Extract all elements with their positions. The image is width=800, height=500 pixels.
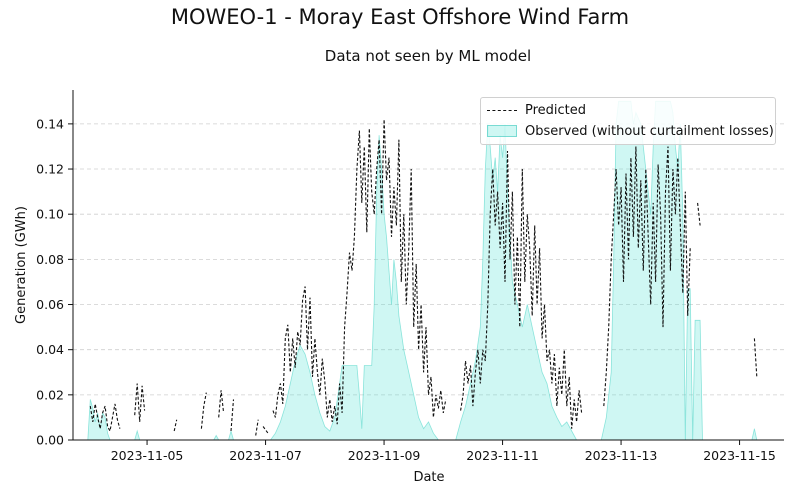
legend-label-predicted: Predicted bbox=[525, 102, 587, 118]
x-tick-label: 2023-11-07 bbox=[229, 448, 302, 463]
chart-title: MOWEO-1 - Moray East Offshore Wind Farm bbox=[170, 5, 630, 29]
predicted-line bbox=[753, 338, 758, 377]
legend-swatch-observed bbox=[487, 125, 517, 137]
observed-area bbox=[87, 399, 111, 441]
observed-area bbox=[751, 428, 758, 441]
x-tick-label: 2023-11-15 bbox=[703, 448, 776, 463]
y-tick-label: 0.12 bbox=[36, 162, 64, 177]
chart-subtitle: Data not seen by ML model bbox=[324, 47, 532, 65]
legend-swatch-predicted bbox=[487, 109, 517, 111]
observed-series bbox=[87, 100, 758, 441]
y-tick-label: 0.04 bbox=[36, 342, 64, 357]
observed-area bbox=[134, 429, 141, 441]
observed-area bbox=[227, 429, 235, 441]
predicted-line bbox=[230, 399, 235, 432]
observed-area bbox=[269, 135, 440, 441]
predicted-line bbox=[603, 146, 691, 407]
y-ticks: 0.00 0.02 0.04 0.06 0.08 0.10 0.12 0.14 bbox=[36, 116, 73, 448]
predicted-line bbox=[173, 419, 178, 432]
x-ticks: 2023-11-05 2023-11-07 2023-11-09 2023-11-11… bbox=[111, 440, 776, 463]
legend-item-predicted: Predicted bbox=[487, 101, 586, 119]
y-tick-label: 0.02 bbox=[36, 387, 64, 402]
y-tick-label: 0.08 bbox=[36, 252, 64, 267]
y-tick-label: 0.14 bbox=[36, 116, 64, 131]
predicted-line bbox=[272, 119, 447, 425]
predicted-line bbox=[200, 392, 207, 429]
legend: Predicted Observed (without curtailment … bbox=[480, 97, 776, 145]
y-tick-label: 0.06 bbox=[36, 297, 64, 312]
predicted-line bbox=[460, 150, 583, 429]
observed-area bbox=[455, 123, 578, 441]
predicted-line bbox=[697, 202, 701, 226]
x-tick-label: 2023-11-13 bbox=[585, 448, 658, 463]
predicted-series bbox=[89, 119, 758, 436]
legend-label-observed: Observed (without curtailment losses) bbox=[525, 123, 774, 139]
x-axis-label: Date bbox=[413, 470, 444, 485]
x-tick-label: 2023-11-11 bbox=[466, 448, 539, 463]
observed-area bbox=[213, 434, 220, 441]
y-axis-label: Generation (GWh) bbox=[14, 206, 29, 324]
predicted-line bbox=[262, 426, 269, 434]
y-tick-label: 0.10 bbox=[36, 207, 64, 222]
axes bbox=[72, 90, 784, 441]
predicted-line bbox=[218, 390, 225, 418]
x-tick-label: 2023-11-05 bbox=[111, 448, 184, 463]
predicted-line bbox=[89, 403, 121, 433]
y-tick-label: 0.00 bbox=[36, 433, 64, 448]
predicted-line bbox=[255, 419, 259, 436]
x-tick-label: 2023-11-09 bbox=[348, 448, 421, 463]
predicted-line bbox=[134, 383, 146, 422]
legend-item-observed: Observed (without curtailment losses) bbox=[487, 122, 774, 140]
